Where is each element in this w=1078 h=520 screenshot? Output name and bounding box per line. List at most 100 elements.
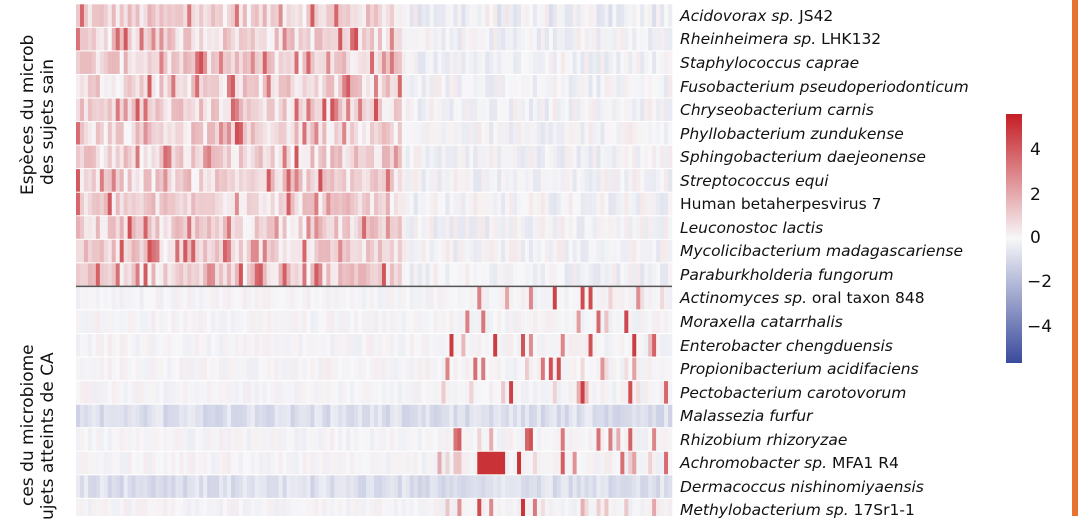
heatmap-cell [576, 428, 581, 451]
heatmap-cell [449, 286, 454, 310]
heatmap-cell [234, 334, 240, 357]
heatmap-cell [564, 263, 569, 286]
heatmap-cell [397, 216, 403, 239]
heatmap-cell [501, 428, 506, 451]
row-label: Human betaherpesvirus 7 [680, 195, 882, 213]
heatmap-cell [374, 192, 379, 216]
heatmap-cell [532, 239, 538, 263]
heatmap-cell [457, 286, 462, 310]
heatmap-cell [405, 145, 411, 169]
heatmap-cell [497, 498, 502, 516]
heatmap-cell [580, 451, 585, 475]
heatmap-cell [648, 263, 653, 286]
heatmap-cell [652, 145, 657, 169]
heatmap-cell [524, 239, 530, 263]
heatmap-cell [600, 334, 605, 357]
heatmap-cell [139, 334, 144, 357]
heatmap-cell [505, 475, 510, 498]
heatmap-cell [544, 239, 550, 263]
heatmap-cell [548, 216, 554, 239]
heatmap-cell [278, 74, 283, 98]
heatmap-cell [660, 74, 665, 98]
heatmap-cell [664, 310, 669, 333]
heatmap-cell [219, 381, 224, 404]
heatmap-cell [342, 428, 347, 451]
heatmap-cell [572, 357, 577, 381]
heatmap-cell [219, 286, 224, 310]
heatmap-cell [151, 239, 156, 263]
heatmap-cell [135, 98, 140, 122]
heatmap-cell [366, 98, 371, 122]
heatmap-cell [294, 334, 299, 357]
heatmap-cell [175, 381, 180, 404]
heatmap-cell [548, 98, 554, 122]
heatmap-cell [119, 475, 124, 498]
heatmap-cell [556, 334, 562, 357]
heatmap-cell [576, 357, 581, 381]
heatmap-cell [262, 428, 268, 451]
heatmap-cell [540, 27, 546, 51]
heatmap-cell [389, 404, 395, 428]
heatmap-cell [469, 4, 474, 27]
heatmap-cell [413, 169, 418, 192]
heatmap-cell [668, 169, 673, 192]
heatmap-cell [473, 334, 478, 357]
heatmap-cell [401, 27, 407, 51]
heatmap-cell [524, 98, 530, 122]
heatmap-cell [226, 4, 232, 27]
heatmap-cell [135, 145, 140, 169]
heatmap-cell [211, 98, 216, 122]
heatmap-cell [636, 286, 641, 310]
heatmap-cell [83, 122, 89, 145]
heatmap-cell [131, 27, 136, 51]
heatmap-cell [608, 27, 613, 51]
heatmap-cell [644, 216, 649, 239]
heatmap-cell [584, 239, 589, 263]
heatmap-cell [326, 192, 331, 216]
heatmap-cell [183, 428, 188, 451]
heatmap-cell [405, 381, 411, 404]
heatmap-cell [473, 27, 478, 51]
heatmap-cell [195, 98, 200, 122]
heatmap-cell [103, 428, 109, 451]
heatmap-cell [540, 263, 546, 286]
heatmap-cell [425, 74, 430, 98]
heatmap-cell [270, 357, 275, 381]
heatmap-cell [302, 4, 307, 27]
heatmap-cell [103, 357, 109, 381]
heatmap-cell [266, 74, 271, 98]
heatmap-cell [449, 4, 454, 27]
heatmap-cell [656, 169, 661, 192]
heatmap-cell [445, 145, 450, 169]
heatmap-cell [612, 475, 617, 498]
heatmap-cell [481, 310, 486, 333]
heatmap-cell [183, 404, 188, 428]
heatmap-cell [421, 51, 426, 74]
heatmap-cell [528, 404, 534, 428]
heatmap-cell [258, 475, 264, 498]
heatmap-cell [262, 74, 268, 98]
heatmap-cell [338, 286, 343, 310]
heatmap-cell [306, 239, 311, 263]
heatmap-cell [596, 98, 601, 122]
heatmap-cell [215, 74, 220, 98]
heatmap-cell [370, 98, 375, 122]
heatmap-cell [131, 357, 136, 381]
heatmap-cell [568, 122, 573, 145]
heatmap-cell [616, 4, 621, 27]
heatmap-cell [238, 145, 244, 169]
heatmap-cell [199, 357, 204, 381]
heatmap-cell [393, 381, 399, 404]
heatmap-cell [203, 451, 208, 475]
heatmap-cell [409, 334, 415, 357]
heatmap-cell [544, 27, 550, 51]
heatmap-cell [461, 357, 466, 381]
heatmap-cell [95, 74, 101, 98]
heatmap-cell [604, 404, 609, 428]
heatmap-cell [374, 27, 379, 51]
heatmap-cell [266, 27, 271, 51]
heatmap-cell [660, 451, 665, 475]
heatmap-cell [552, 498, 558, 516]
heatmap-cell [397, 475, 403, 498]
